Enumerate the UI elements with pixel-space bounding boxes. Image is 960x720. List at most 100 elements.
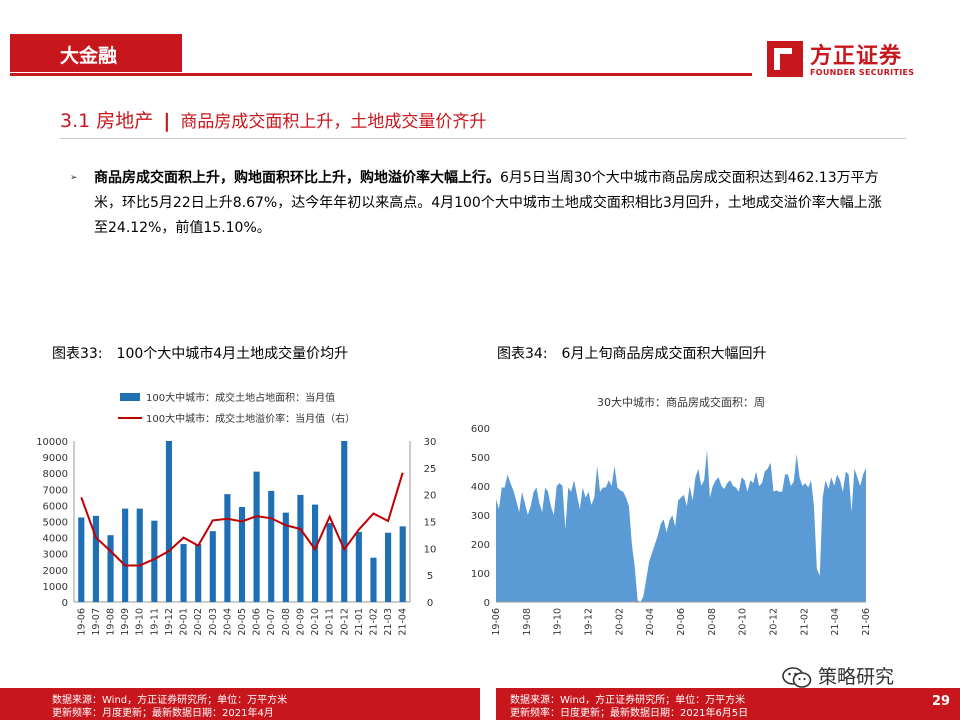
founder-logo: 方正证券 FOUNDER SECURITIES xyxy=(766,38,946,82)
bar xyxy=(370,557,377,602)
page-number: 29 xyxy=(932,694,951,709)
x-tick-label: 21-04 xyxy=(398,608,409,636)
y-tick-label: 500 xyxy=(471,453,490,464)
x-tick-label: 20-10 xyxy=(310,608,321,636)
bar xyxy=(253,471,260,602)
x-tick-label: 20-04 xyxy=(222,608,233,636)
x-tick-label: 19-06 xyxy=(491,608,502,636)
figure34-frequency: 更新频率：日度更新；最新数据日期：2021年6月5日 xyxy=(510,708,749,719)
premium-rate-line xyxy=(80,472,404,567)
x-tick-label: 19-08 xyxy=(522,608,533,636)
y-left-tick-label: 10000 xyxy=(36,437,68,448)
bar xyxy=(297,494,304,602)
y-right-tick-label: 20 xyxy=(424,491,437,502)
bar xyxy=(151,520,158,602)
y-left-tick-label: 9000 xyxy=(43,453,68,464)
y-left-tick-label: 4000 xyxy=(43,534,68,545)
bullet-arrow-icon: ➢ xyxy=(70,173,78,183)
x-tick-label: 20-07 xyxy=(266,608,277,636)
wechat-icon xyxy=(782,666,812,688)
bar xyxy=(180,544,187,602)
y-right-tick-label: 5 xyxy=(427,571,433,582)
summary-bold: 商品房成交面积上升，购地面积环比上升，购地溢价率大幅上行。 xyxy=(94,170,500,186)
header-tab: 大金融 xyxy=(10,34,182,72)
x-tick-label: 19-10 xyxy=(135,608,146,636)
x-tick-label: 19-08 xyxy=(106,608,117,636)
footer-bar-right xyxy=(496,688,960,720)
bar xyxy=(385,532,392,602)
y-left-tick-label: 1000 xyxy=(43,582,68,593)
x-tick-label: 21-03 xyxy=(383,608,394,636)
y-left-tick-label: 7000 xyxy=(43,485,68,496)
x-tick-label: 20-06 xyxy=(252,608,263,636)
figure33-label: 图表33: xyxy=(52,346,103,362)
founder-logo-icon xyxy=(767,41,803,77)
figure33-title: 图表33: 100个大中城市4月土地成交量价均升 xyxy=(52,343,362,363)
x-tick-label: 20-12 xyxy=(769,608,780,636)
x-tick-label: 20-04 xyxy=(645,608,656,636)
header-tab-label: 大金融 xyxy=(60,45,118,67)
x-tick-label: 21-02 xyxy=(799,608,810,636)
x-tick-label: 20-06 xyxy=(676,608,687,636)
logo-en-text: FOUNDER SECURITIES xyxy=(810,68,915,77)
bar xyxy=(92,515,99,602)
x-tick-label: 19-10 xyxy=(553,608,564,636)
bar xyxy=(78,517,85,602)
header-rule xyxy=(10,73,752,76)
x-tick-label: 20-09 xyxy=(295,608,306,636)
bar xyxy=(209,531,216,602)
figure33-caption: 100个大中城市4月土地成交量价均升 xyxy=(116,346,349,362)
bar xyxy=(399,526,406,602)
x-tick-label: 19-12 xyxy=(584,608,595,636)
summary-text: 6月5日当周30个大中城市商品房成交面积达到462.13万平方米，环比5月22日… xyxy=(94,170,882,236)
chart34-title: 30大中城市：商品房成交面积：周 xyxy=(597,395,765,409)
figure34-title: 图表34: 6月上旬商品房成交面积大幅回升 xyxy=(497,343,780,363)
x-tick-label: 21-06 xyxy=(861,608,872,636)
bar xyxy=(238,507,246,602)
x-tick-label: 20-01 xyxy=(179,608,190,636)
y-tick-label: 600 xyxy=(471,424,490,435)
bar xyxy=(122,508,129,602)
wechat-watermark: 策略研究 xyxy=(782,662,894,689)
y-left-tick-label: 6000 xyxy=(43,501,68,512)
section-separator: | xyxy=(163,110,171,132)
y-tick-label: 200 xyxy=(471,540,490,551)
bar xyxy=(107,535,114,602)
x-tick-label: 20-08 xyxy=(281,608,292,636)
x-tick-label: 20-02 xyxy=(193,608,204,636)
figure34-source: 数据来源：Wind，方正证券研究所；单位：万平方米 xyxy=(510,695,746,706)
x-tick-label: 20-11 xyxy=(325,608,336,636)
y-left-tick-label: 2000 xyxy=(43,566,68,577)
figure34-caption: 6月上旬商品房成交面积大幅回升 xyxy=(561,346,767,362)
bar xyxy=(165,441,173,602)
y-tick-label: 400 xyxy=(471,482,490,493)
y-tick-label: 0 xyxy=(484,598,490,609)
footer-bar-left xyxy=(0,688,480,720)
x-tick-label: 20-03 xyxy=(208,608,219,636)
watermark-text: 策略研究 xyxy=(818,666,895,688)
section-title: 3.1 房地产 | 商品房成交面积上升，土地成交量价齐升 xyxy=(60,106,486,133)
y-right-tick-label: 10 xyxy=(424,544,437,555)
sales-area xyxy=(496,449,866,602)
bar xyxy=(136,508,143,602)
bar xyxy=(326,523,333,602)
legend-bar-swatch xyxy=(120,393,140,401)
summary-paragraph: 商品房成交面积上升，购地面积环比上升，购地溢价率大幅上行。6月5日当周30个大中… xyxy=(94,166,884,241)
y-tick-label: 300 xyxy=(471,511,490,522)
x-tick-label: 20-02 xyxy=(614,608,625,636)
x-tick-label: 19-09 xyxy=(120,608,131,636)
bar xyxy=(311,504,319,602)
section-number: 3.1 xyxy=(60,110,91,132)
y-right-tick-label: 0 xyxy=(427,598,433,609)
bar xyxy=(355,531,362,602)
chart-housing-sales: 30大中城市：商品房成交面积：周 0 100 200 300 400 500 600 19-06… xyxy=(471,395,872,636)
bar xyxy=(282,512,289,602)
y-tick-label: 100 xyxy=(471,569,490,580)
bar xyxy=(224,494,231,602)
logo-cn-text: 方正证券 xyxy=(810,44,903,69)
y-left-tick-label: 8000 xyxy=(43,469,68,480)
figure33-frequency: 更新频率：月度更新；最新数据日期：2021年4月 xyxy=(52,708,274,719)
y-left-tick-label: 3000 xyxy=(43,550,68,561)
figure33-source: 数据来源：Wind，方正证券研究所；单位：万平方米 xyxy=(52,695,288,706)
y-right-tick-label: 30 xyxy=(424,437,437,448)
